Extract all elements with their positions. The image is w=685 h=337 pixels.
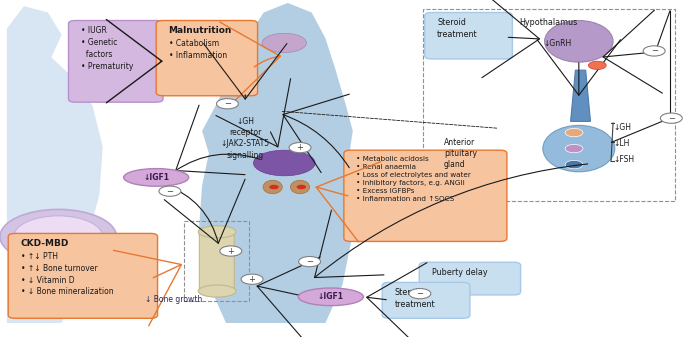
Text: ↓IGF1: ↓IGF1 [143, 173, 169, 182]
Circle shape [565, 160, 583, 169]
Text: −: − [166, 187, 173, 196]
Circle shape [289, 143, 311, 153]
Text: ↓GH: ↓GH [614, 123, 632, 132]
Circle shape [297, 185, 306, 189]
Text: −: − [651, 47, 658, 55]
FancyBboxPatch shape [382, 282, 470, 318]
FancyBboxPatch shape [156, 21, 258, 96]
Text: CKD-MBD: CKD-MBD [21, 239, 69, 248]
Circle shape [660, 113, 682, 123]
Circle shape [643, 46, 665, 56]
Text: Anterior
pituitary
gland: Anterior pituitary gland [444, 138, 477, 169]
Ellipse shape [199, 226, 236, 238]
Text: • Catabolism
• Inflammation: • Catabolism • Inflammation [169, 39, 227, 60]
Circle shape [216, 99, 238, 109]
Text: • Metabolic acidosis
• Renal anaemia
• Loss of electrolytes and water
• Inhibito: • Metabolic acidosis • Renal anaemia • L… [356, 156, 471, 202]
Text: +: + [249, 275, 256, 284]
Ellipse shape [199, 285, 236, 297]
Text: ↓ Bone growth: ↓ Bone growth [145, 295, 202, 304]
Circle shape [159, 186, 181, 196]
Ellipse shape [123, 168, 188, 186]
Ellipse shape [263, 180, 282, 194]
Polygon shape [7, 6, 103, 323]
Circle shape [0, 209, 116, 264]
Text: +: + [227, 247, 234, 255]
Text: ↓LH: ↓LH [614, 139, 630, 148]
FancyBboxPatch shape [425, 12, 512, 59]
FancyBboxPatch shape [68, 21, 163, 102]
Polygon shape [199, 3, 356, 323]
Ellipse shape [253, 150, 315, 176]
Text: Malnutrition: Malnutrition [169, 26, 232, 35]
Circle shape [588, 61, 606, 69]
Circle shape [409, 288, 431, 299]
Text: • ↑↓ PTH
• ↑↓ Bone turnover
• ↓ Vitamin D
• ↓ Bone mineralization: • ↑↓ PTH • ↑↓ Bone turnover • ↓ Vitamin … [21, 252, 113, 297]
Ellipse shape [298, 288, 363, 306]
Ellipse shape [543, 125, 614, 172]
Circle shape [565, 128, 583, 137]
Polygon shape [571, 70, 590, 121]
Ellipse shape [290, 180, 310, 194]
Text: Steroid
treatment: Steroid treatment [395, 288, 435, 309]
Text: Hypothalamus: Hypothalamus [519, 18, 577, 27]
FancyBboxPatch shape [419, 262, 521, 295]
Circle shape [241, 274, 263, 284]
FancyBboxPatch shape [8, 234, 158, 318]
Text: −: − [224, 99, 231, 108]
Text: Puberty delay: Puberty delay [432, 268, 487, 277]
Text: ↓GH
receptor
↓JAK2-STAT5
signalling: ↓GH receptor ↓JAK2-STAT5 signalling [221, 117, 270, 160]
Circle shape [565, 145, 583, 153]
Circle shape [220, 246, 242, 256]
FancyBboxPatch shape [199, 229, 234, 293]
Text: −: − [306, 257, 313, 266]
Text: +: + [297, 143, 303, 152]
Ellipse shape [262, 33, 306, 53]
Ellipse shape [545, 21, 613, 62]
FancyBboxPatch shape [344, 150, 507, 241]
Text: ↓GnRH: ↓GnRH [543, 39, 571, 49]
Text: • IUGR
• Genetic
  factors
• Prematurity: • IUGR • Genetic factors • Prematurity [81, 26, 133, 71]
Text: ↓FSH: ↓FSH [614, 155, 635, 164]
Circle shape [299, 256, 321, 267]
Circle shape [14, 216, 103, 257]
Text: −: − [668, 114, 675, 123]
Circle shape [269, 185, 279, 189]
Text: ↓IGF1: ↓IGF1 [318, 292, 344, 301]
Text: −: − [416, 289, 423, 298]
Text: Steroid
treatment: Steroid treatment [437, 18, 477, 39]
